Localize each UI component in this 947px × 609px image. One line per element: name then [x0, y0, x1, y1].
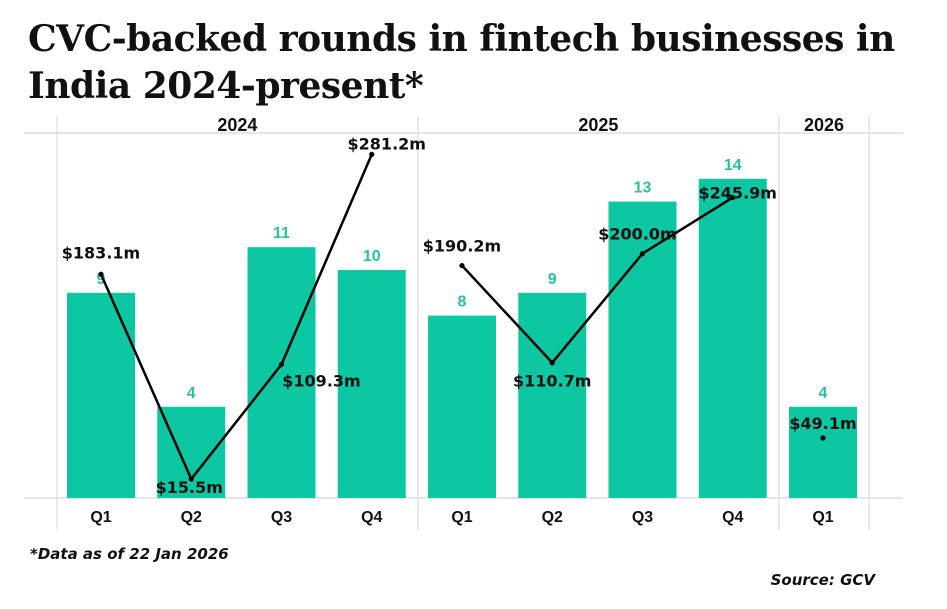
amount-label: $49.1m	[789, 414, 856, 433]
x-tick-label: Q1	[90, 509, 111, 526]
amount-point	[820, 435, 826, 441]
year-label: 2026	[804, 115, 844, 135]
x-tick-label: Q3	[271, 509, 292, 526]
amount-line	[99, 153, 373, 482]
amount-label: $183.1m	[62, 243, 140, 262]
bar	[67, 292, 135, 498]
x-tick-label: Q1	[451, 509, 472, 526]
bar-value-label: 11	[273, 225, 290, 242]
amount-label: $281.2m	[348, 134, 426, 153]
amount-label: $109.3m	[282, 371, 360, 390]
amount-point	[549, 360, 555, 366]
bar	[157, 406, 226, 498]
bar-value-label: 14	[724, 157, 742, 174]
footnote: *Data as of 22 Jan 2026	[30, 545, 229, 563]
amount-point	[369, 151, 375, 157]
amount-label: $200.0m	[598, 225, 676, 244]
x-tick-label: Q4	[361, 509, 382, 526]
bar	[518, 292, 587, 498]
x-tick-label: Q4	[722, 509, 743, 526]
x-tick-label: Q2	[542, 509, 563, 526]
bar	[247, 247, 316, 498]
source-note: Source: GCV	[770, 571, 875, 589]
bar-value-label: 9	[97, 271, 106, 288]
amount-label: $15.5m	[156, 478, 223, 497]
bar-value-label: 10	[363, 248, 381, 265]
bar-value-label: 4	[819, 385, 828, 402]
amount-point	[188, 476, 194, 482]
x-tick-label: Q2	[181, 509, 202, 526]
bar-value-label: 8	[458, 294, 467, 311]
x-tick-label: Q1	[812, 509, 833, 526]
bar	[698, 178, 767, 499]
bar-value-label: 4	[187, 385, 196, 402]
amount-point	[730, 194, 736, 201]
chart-title: CVC-backed rounds in fintech businesses …	[28, 18, 895, 107]
amount-label: $190.2m	[423, 237, 501, 256]
amount-point	[278, 361, 285, 368]
bar	[337, 270, 406, 498]
amount-line	[461, 196, 734, 365]
bar-value-label: 13	[634, 180, 652, 197]
year-label: 2024	[217, 115, 257, 135]
amount-label: $245.9m	[699, 184, 777, 203]
amount-point	[459, 262, 465, 269]
bar	[428, 315, 496, 498]
bar-value-label: 9	[548, 271, 557, 288]
amount-label: $110.7m	[513, 372, 591, 391]
x-tick-label: Q3	[632, 509, 653, 526]
amount-point	[639, 251, 646, 257]
year-label: 2025	[578, 115, 618, 135]
bar	[789, 406, 857, 498]
amount-point	[98, 271, 104, 277]
bar	[608, 201, 677, 498]
